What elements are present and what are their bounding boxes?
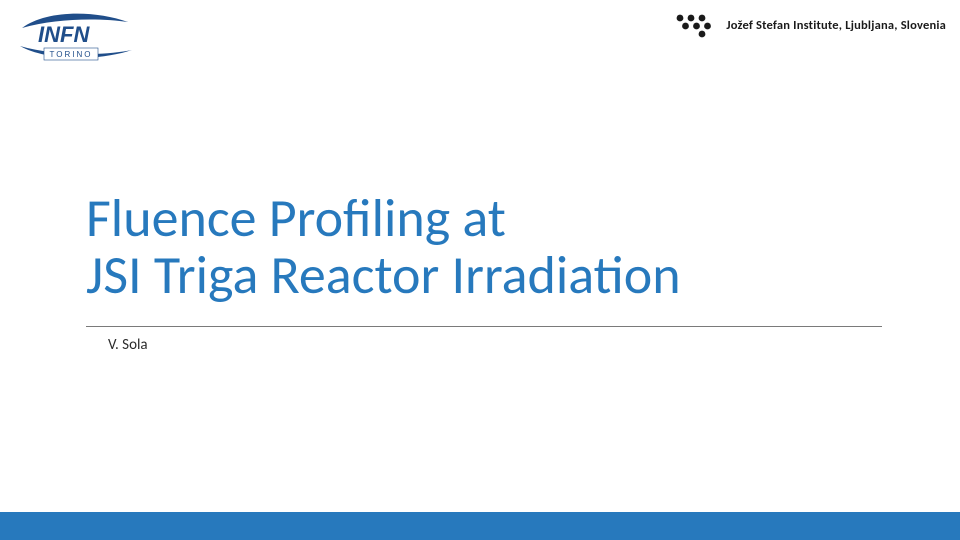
infn-label: INFN xyxy=(38,22,90,47)
infn-torino-logo: INFN TORINO xyxy=(16,8,136,64)
infn-sublabel: TORINO xyxy=(50,50,93,59)
jsi-logo: Jožef Stefan Institute, Ljubljana, Slove… xyxy=(674,10,946,40)
title-line-1: Fluence Profiling at xyxy=(86,190,900,247)
title-block: Fluence Profiling at JSI Triga Reactor I… xyxy=(86,190,900,303)
title-underline xyxy=(86,326,882,327)
jsi-dots-icon xyxy=(674,10,718,40)
title-line-2: JSI Triga Reactor Irradiation xyxy=(86,247,900,304)
footer-bar xyxy=(0,512,960,540)
slide: INFN TORINO Jožef Stefan Institute, Ljub… xyxy=(0,0,960,540)
author-name: V. Sola xyxy=(108,336,148,354)
infn-swoosh-icon: INFN TORINO xyxy=(16,8,136,64)
jsi-institute-text: Jožef Stefan Institute, Ljubljana, Slove… xyxy=(726,18,946,33)
